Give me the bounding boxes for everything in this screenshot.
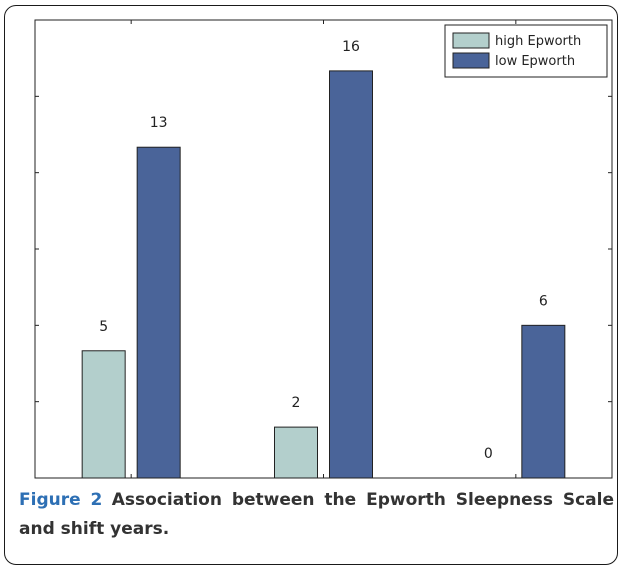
data-label: 6: [539, 293, 548, 309]
figure-caption: Figure 2 Association between the Epworth…: [19, 486, 614, 544]
bar: [136, 146, 181, 479]
data-label: 5: [99, 319, 108, 335]
caption-text: Association between the Epworth Sleepnes…: [19, 490, 614, 539]
bar: [329, 70, 373, 479]
data-label: 13: [150, 115, 168, 131]
data-label: 16: [342, 39, 360, 55]
legend-label: low Epworth: [495, 54, 575, 69]
bar: [81, 350, 126, 479]
legend-swatch: [452, 32, 490, 49]
data-label: 0: [484, 446, 493, 462]
bar: [521, 324, 566, 479]
figure-label: Figure 2: [19, 490, 103, 510]
bar: [274, 426, 318, 479]
legend-label: high Epworth: [495, 34, 581, 49]
data-label: 2: [292, 395, 301, 411]
legend-swatch: [452, 52, 490, 69]
